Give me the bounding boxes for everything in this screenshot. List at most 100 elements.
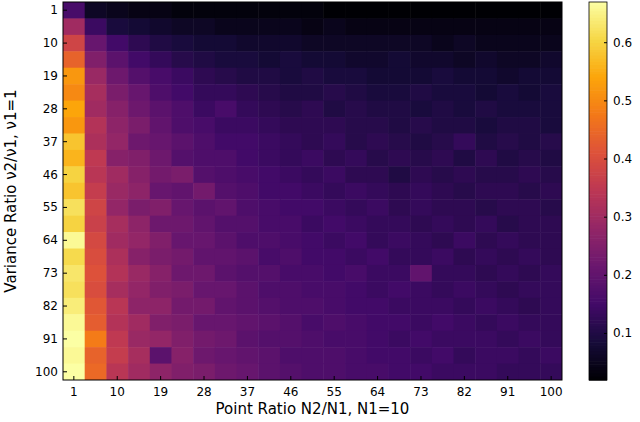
- heatmap-cell: [540, 166, 562, 183]
- y-tick-label: 64: [43, 233, 58, 247]
- heatmap-cell: [85, 51, 107, 68]
- heatmap-cell: [367, 331, 389, 348]
- heatmap-cell: [171, 249, 193, 266]
- heatmap-cell: [475, 150, 497, 167]
- heatmap-cell: [475, 18, 497, 35]
- heatmap-cell: [63, 298, 85, 315]
- heatmap-cell: [367, 133, 389, 150]
- heatmap-cell: [410, 51, 432, 68]
- heatmap-cell: [497, 216, 519, 233]
- heatmap-cell: [128, 117, 150, 134]
- heatmap-cell: [323, 314, 345, 331]
- heatmap-cell: [128, 298, 150, 315]
- heatmap-cell: [432, 232, 454, 249]
- heatmap-cell: [150, 232, 172, 249]
- heatmap-cell: [85, 18, 107, 35]
- heatmap-cell: [367, 314, 389, 331]
- heatmap-cell: [302, 281, 324, 298]
- heatmap-cell: [128, 347, 150, 364]
- heatmap-cell: [63, 35, 85, 52]
- heatmap-cell: [215, 265, 237, 282]
- x-tick-label: 1: [70, 385, 78, 399]
- heatmap-cell: [540, 265, 562, 282]
- heatmap-cell: [345, 51, 367, 68]
- heatmap-cell: [432, 18, 454, 35]
- heatmap-cell: [171, 150, 193, 167]
- heatmap-cell: [302, 150, 324, 167]
- heatmap-cell: [193, 150, 215, 167]
- heatmap-cell: [237, 314, 259, 331]
- heatmap-cell: [63, 18, 85, 35]
- heatmap-cell: [497, 68, 519, 85]
- x-tick-label: 37: [240, 385, 255, 399]
- heatmap-cell: [237, 68, 259, 85]
- heatmap-cell: [150, 18, 172, 35]
- heatmap-cell: [345, 298, 367, 315]
- heatmap-cell: [302, 232, 324, 249]
- heatmap-cell: [237, 166, 259, 183]
- heatmap-cell: [215, 18, 237, 35]
- heatmap-cell: [475, 84, 497, 101]
- heatmap-cell: [367, 101, 389, 118]
- heatmap-cell: [85, 2, 107, 19]
- heatmap-cell: [280, 183, 302, 200]
- heatmap-cell: [85, 68, 107, 85]
- heatmap-cell: [454, 281, 476, 298]
- heatmap-cell: [454, 265, 476, 282]
- heatmap-cell: [323, 18, 345, 35]
- heatmap-cell: [258, 199, 280, 216]
- heatmap-cell: [215, 249, 237, 266]
- heatmap-cell: [475, 232, 497, 249]
- heatmap-cell: [410, 314, 432, 331]
- heatmap-cell: [519, 84, 541, 101]
- heatmap-cell: [237, 84, 259, 101]
- heatmap-cell: [237, 232, 259, 249]
- y-tick-label: 82: [43, 299, 58, 313]
- heatmap-cell: [85, 331, 107, 348]
- heatmap-cell: [497, 298, 519, 315]
- heatmap-cell: [106, 199, 128, 216]
- heatmap-cell: [475, 199, 497, 216]
- colorbar-tick-label: 0.4: [613, 152, 632, 166]
- heatmap-cell: [432, 101, 454, 118]
- heatmap-cell: [540, 35, 562, 52]
- heatmap-cell: [323, 281, 345, 298]
- heatmap-cell: [519, 265, 541, 282]
- heatmap-cell: [85, 281, 107, 298]
- heatmap-cell: [497, 117, 519, 134]
- heatmap-cell: [258, 117, 280, 134]
- heatmap-cell: [345, 84, 367, 101]
- heatmap-cell: [410, 2, 432, 19]
- heatmap-cell: [106, 183, 128, 200]
- heatmap-cell: [345, 133, 367, 150]
- heatmap-cell: [432, 2, 454, 19]
- heatmap-cell: [193, 18, 215, 35]
- heatmap-cell: [85, 133, 107, 150]
- heatmap-cell: [128, 84, 150, 101]
- heatmap-cell: [215, 133, 237, 150]
- heatmap-cell: [388, 364, 410, 380]
- y-axis-label: Variance Ratio ν2/ν1, ν1=1: [2, 89, 20, 292]
- heatmap-cell: [475, 364, 497, 380]
- heatmap-cell: [540, 216, 562, 233]
- heatmap-cell: [128, 2, 150, 19]
- heatmap-cell: [106, 265, 128, 282]
- heatmap-cell: [432, 166, 454, 183]
- heatmap-cell: [388, 249, 410, 266]
- x-tick-label: 10: [110, 385, 125, 399]
- heatmap-cell: [432, 133, 454, 150]
- heatmap-cell: [367, 232, 389, 249]
- heatmap-cell: [150, 281, 172, 298]
- heatmap-cell: [258, 314, 280, 331]
- x-tick-label: 19: [153, 385, 168, 399]
- heatmap-cell: [454, 249, 476, 266]
- x-tick-label: 100: [540, 385, 563, 399]
- x-tick-label: 64: [370, 385, 385, 399]
- heatmap-cell: [388, 84, 410, 101]
- heatmap-cell: [454, 2, 476, 19]
- heatmap-cell: [85, 117, 107, 134]
- heatmap-cell: [519, 150, 541, 167]
- y-tick-label: 28: [43, 102, 58, 116]
- heatmap-cell: [388, 232, 410, 249]
- heatmap-cell: [258, 68, 280, 85]
